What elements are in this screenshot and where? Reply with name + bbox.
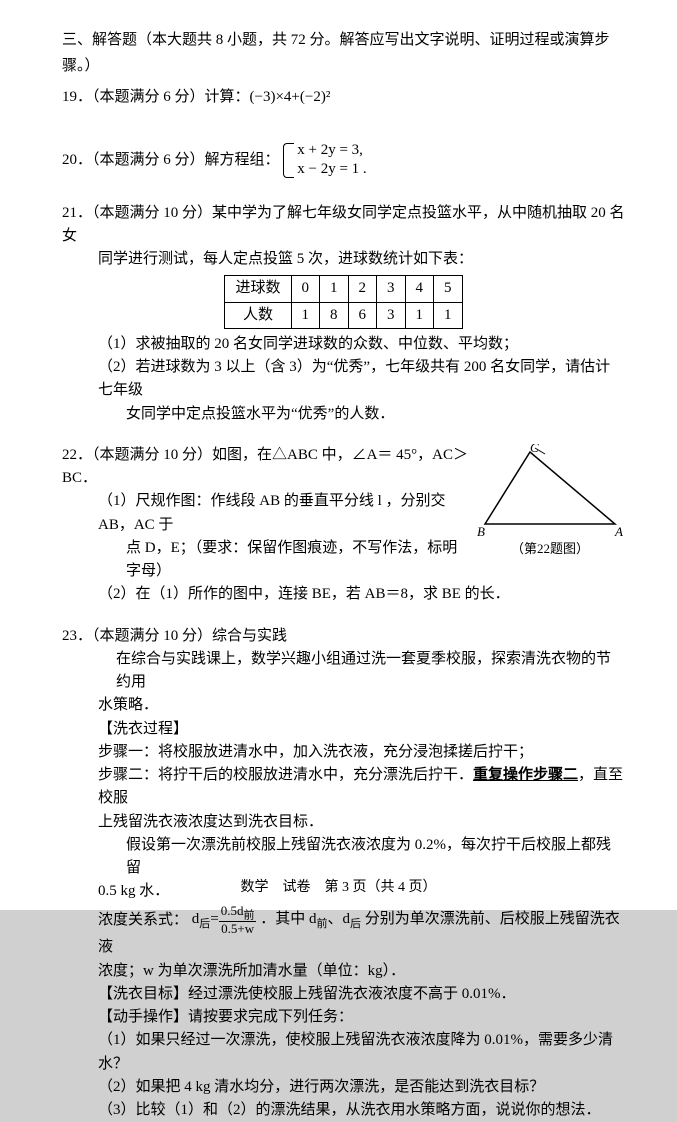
th: 4 (405, 276, 434, 302)
td: 3 (377, 302, 406, 328)
q23-h2: 【洗衣目标】经过漂洗使校服上残留洗衣液浓度不高于 0.01%． (98, 983, 625, 1006)
q21-table: 进球数 0 1 2 3 4 5 人数 1 8 6 3 1 1 (224, 275, 462, 329)
exam-page: 三、解答题（本大题共 8 小题，共 72 分。解答应写出文字说明、证明过程或演算… (0, 0, 677, 910)
question-23: 23．（本题满分 10 分）综合与实践 在综合与实践课上，数学兴趣小组通过洗一套… (62, 625, 625, 1122)
th: 5 (434, 276, 463, 302)
question-19: 19．（本题满分 6 分）计算：(−3)×4+(−2)² (62, 85, 625, 111)
q20-lead: 20．（本题满分 6 分）解方程组： (62, 151, 280, 167)
q23-s4a: 假设第一次漂洗前校服上残留洗衣液浓度为 0.2%，每次拧干后校服上都残留 (126, 834, 625, 881)
th: 3 (377, 276, 406, 302)
td: 6 (348, 302, 377, 328)
q23-t1: （1）如果只经过一次漂洗，使校服上残留洗衣液浓度降为 0.01%，需要多少清水？ (98, 1029, 625, 1076)
q23-s1: 步骤一：将校服放进清水中，加入洗衣液，充分浸泡揉搓后拧干； (98, 741, 625, 764)
q22-p2: （2）在（1）所作的图中，连接 BE，若 AB＝8，求 BE 的长． (98, 583, 625, 606)
frac-num: 0.5d前 (219, 904, 257, 923)
q23-h3: 【动手操作】请按要求完成下列任务： (98, 1006, 625, 1029)
q23-rel1: 浓度关系式： (98, 911, 188, 927)
q23-s2: 步骤二：将拧干后的校服放进清水中，充分漂洗后拧干．重复操作步骤二，直至校服 (98, 764, 625, 811)
q22-figure: A B C （第22题图） (475, 444, 625, 559)
question-21: 21．（本题满分 10 分）某中学为了解七年级女同学定点投篮水平，从中随机抽取 … (62, 202, 625, 426)
q21-line1: 21．（本题满分 10 分）某中学为了解七年级女同学定点投篮水平，从中随机抽取 … (62, 202, 625, 249)
triangle-icon: A B C (475, 444, 625, 539)
q21-p1: （1）求被抽取的 20 名女同学进球数的众数、中位数、平均数； (98, 333, 625, 356)
table-row: 进球数 0 1 2 3 4 5 (225, 276, 462, 302)
q23-d-after: d后= (192, 911, 219, 927)
section-title: 三、解答题（本大题共 8 小题，共 72 分。解答应写出文字说明、证明过程或演算… (62, 28, 625, 79)
q21-p2b: 女同学中定点投篮水平为“优秀”的人数． (126, 403, 625, 426)
th: 0 (291, 276, 320, 302)
th: 2 (348, 276, 377, 302)
question-22: A B C （第22题图） 22．（本题满分 10 分）如图，在△ABC 中，∠… (62, 444, 625, 607)
frac-den: 0.5+w (219, 922, 257, 936)
td: 人数 (225, 302, 291, 328)
td: 8 (320, 302, 349, 328)
q20-eq2: x − 2y = 1 . (297, 160, 366, 180)
q23-t2: （2）如果把 4 kg 清水均分，进行两次漂洗，是否能达到洗衣目标？ (98, 1076, 625, 1099)
q23-fraction: 0.5d前0.5+w (219, 904, 257, 937)
q20-brace: x + 2y = 3, x − 2y = 1 . (283, 141, 366, 180)
q23-line1: 23．（本题满分 10 分）综合与实践 (62, 625, 625, 648)
q19-text: 19．（本题满分 6 分）计算：(−3)×4+(−2)² (62, 85, 625, 111)
q23-h1: 【洗衣过程】 (98, 718, 625, 741)
q22-caption: （第22题图） (475, 539, 625, 559)
th: 1 (320, 276, 349, 302)
q23-s2a: 步骤二：将拧干后的校服放进清水中，充分漂洗后拧干． (98, 767, 473, 783)
q23-line3: 水策略． (98, 694, 625, 717)
td: 1 (434, 302, 463, 328)
td: 1 (291, 302, 320, 328)
page-footer: 数学 试卷 第 3 页（共 4 页） (0, 876, 677, 900)
q23-s2b: 重复操作步骤二 (473, 767, 578, 783)
td: 1 (405, 302, 434, 328)
table-row: 人数 1 8 6 3 1 1 (225, 302, 462, 328)
q21-line2: 同学进行测试，每人定点投篮 5 次，进球数统计如下表： (98, 248, 625, 271)
q21-p2a: （2）若进球数为 3 以上（含 3）为“优秀”，七年级共有 200 名女同学，请… (98, 356, 625, 403)
label-B: B (477, 524, 485, 539)
q23-relation: 浓度关系式： d后=0.5d前0.5+w ．其中 d前、d后 分别为单次漂洗前、… (98, 904, 625, 960)
q23-rel3: 浓度；w 为单次漂洗所加清水量（单位：kg）． (98, 960, 625, 983)
label-A: A (614, 524, 623, 539)
q23-t3: （3）比较（1）和（2）的漂洗结果，从洗衣用水策略方面，说说你的想法． (98, 1099, 625, 1122)
q23-s3: 上残留洗衣液浓度达到洗衣目标． (98, 811, 625, 834)
q20-eq1: x + 2y = 3, (297, 141, 366, 161)
th: 进球数 (225, 276, 291, 302)
q23-line2: 在综合与实践课上，数学兴趣小组通过洗一套夏季校服，探索清洗衣物的节约用 (116, 648, 625, 695)
question-20: 20．（本题满分 6 分）解方程组： x + 2y = 3, x − 2y = … (62, 141, 625, 180)
